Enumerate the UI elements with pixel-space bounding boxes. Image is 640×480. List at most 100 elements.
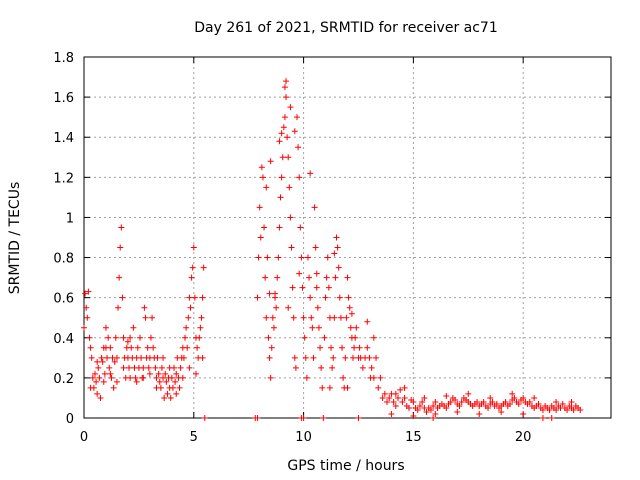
data-point [199, 354, 206, 361]
data-point [329, 364, 336, 371]
data-point [166, 364, 173, 371]
data-point [287, 214, 294, 221]
data-point [95, 364, 102, 371]
data-point [291, 128, 298, 135]
data-point [177, 364, 184, 371]
data-point [416, 402, 423, 409]
data-point [82, 290, 89, 297]
data-point [142, 314, 149, 321]
data-point [176, 384, 183, 391]
data-point [182, 334, 189, 341]
data-point [344, 384, 351, 391]
data-point [340, 374, 347, 381]
data-point [160, 374, 167, 381]
data-point [275, 254, 282, 261]
data-point [263, 184, 270, 191]
data-point [262, 274, 269, 281]
y-tick-label: 1.4 [53, 131, 74, 146]
data-point [318, 364, 325, 371]
data-point [278, 130, 285, 137]
data-point [257, 234, 264, 241]
data-point [339, 344, 346, 351]
data-point [197, 324, 204, 331]
data-point [132, 374, 139, 381]
data-point [198, 314, 205, 321]
data-point [386, 394, 393, 401]
data-point [317, 344, 324, 351]
data-point [259, 174, 266, 181]
data-point [301, 334, 308, 341]
data-point [351, 344, 358, 351]
data-point [553, 398, 560, 405]
data-point [196, 334, 203, 341]
data-point [269, 314, 276, 321]
data-point [120, 334, 127, 341]
data-point [511, 394, 518, 401]
data-point [489, 398, 496, 405]
data-point [150, 344, 157, 351]
data-point [201, 415, 208, 421]
data-point [410, 398, 417, 405]
data-point [480, 398, 487, 405]
data-point [162, 370, 169, 377]
data-point [102, 324, 109, 331]
data-point [303, 374, 310, 381]
data-point [155, 370, 162, 377]
data-point [299, 284, 306, 291]
data-point [116, 274, 123, 281]
data-point [342, 354, 349, 361]
data-point [152, 364, 159, 371]
data-point [298, 254, 305, 261]
y-tick-label: 0.2 [53, 372, 74, 387]
data-point [83, 304, 90, 311]
data-point [88, 354, 95, 361]
data-point [375, 384, 382, 391]
data-point [167, 394, 174, 401]
data-point [447, 398, 454, 405]
data-point [373, 354, 380, 361]
data-point [124, 338, 131, 345]
data-point [276, 224, 283, 231]
data-point [392, 390, 399, 397]
data-point [395, 394, 402, 401]
data-point [267, 374, 274, 381]
data-point [290, 314, 297, 321]
data-point [456, 402, 463, 409]
data-point [111, 358, 118, 365]
data-point [309, 324, 316, 331]
data-point [133, 378, 140, 385]
data-point [256, 204, 263, 211]
data-point [96, 374, 103, 381]
data-point [179, 374, 186, 381]
data-point [577, 406, 584, 413]
data-point [113, 354, 120, 361]
data-point [93, 378, 100, 385]
data-point [127, 374, 134, 381]
data-point [172, 378, 179, 385]
data-point [319, 384, 326, 391]
y-tick-label: 1.6 [53, 91, 74, 106]
data-point [270, 324, 277, 331]
data-point [333, 234, 340, 241]
data-point [87, 384, 94, 391]
data-point [81, 324, 87, 331]
data-point [401, 394, 408, 401]
data-point [279, 154, 286, 161]
data-point [297, 224, 304, 231]
data-point [254, 415, 261, 421]
data-point [199, 294, 206, 301]
data-point [89, 374, 96, 381]
data-point [168, 374, 175, 381]
data-point [539, 406, 546, 413]
data-point [377, 374, 384, 381]
data-point [343, 314, 350, 321]
data-point [190, 244, 197, 251]
data-point [356, 344, 363, 351]
data-point [465, 390, 472, 397]
data-point [570, 406, 577, 413]
data-point [410, 412, 417, 419]
data-point [306, 274, 313, 281]
data-point [189, 264, 196, 271]
data-point [421, 394, 428, 401]
data-point [146, 370, 153, 377]
